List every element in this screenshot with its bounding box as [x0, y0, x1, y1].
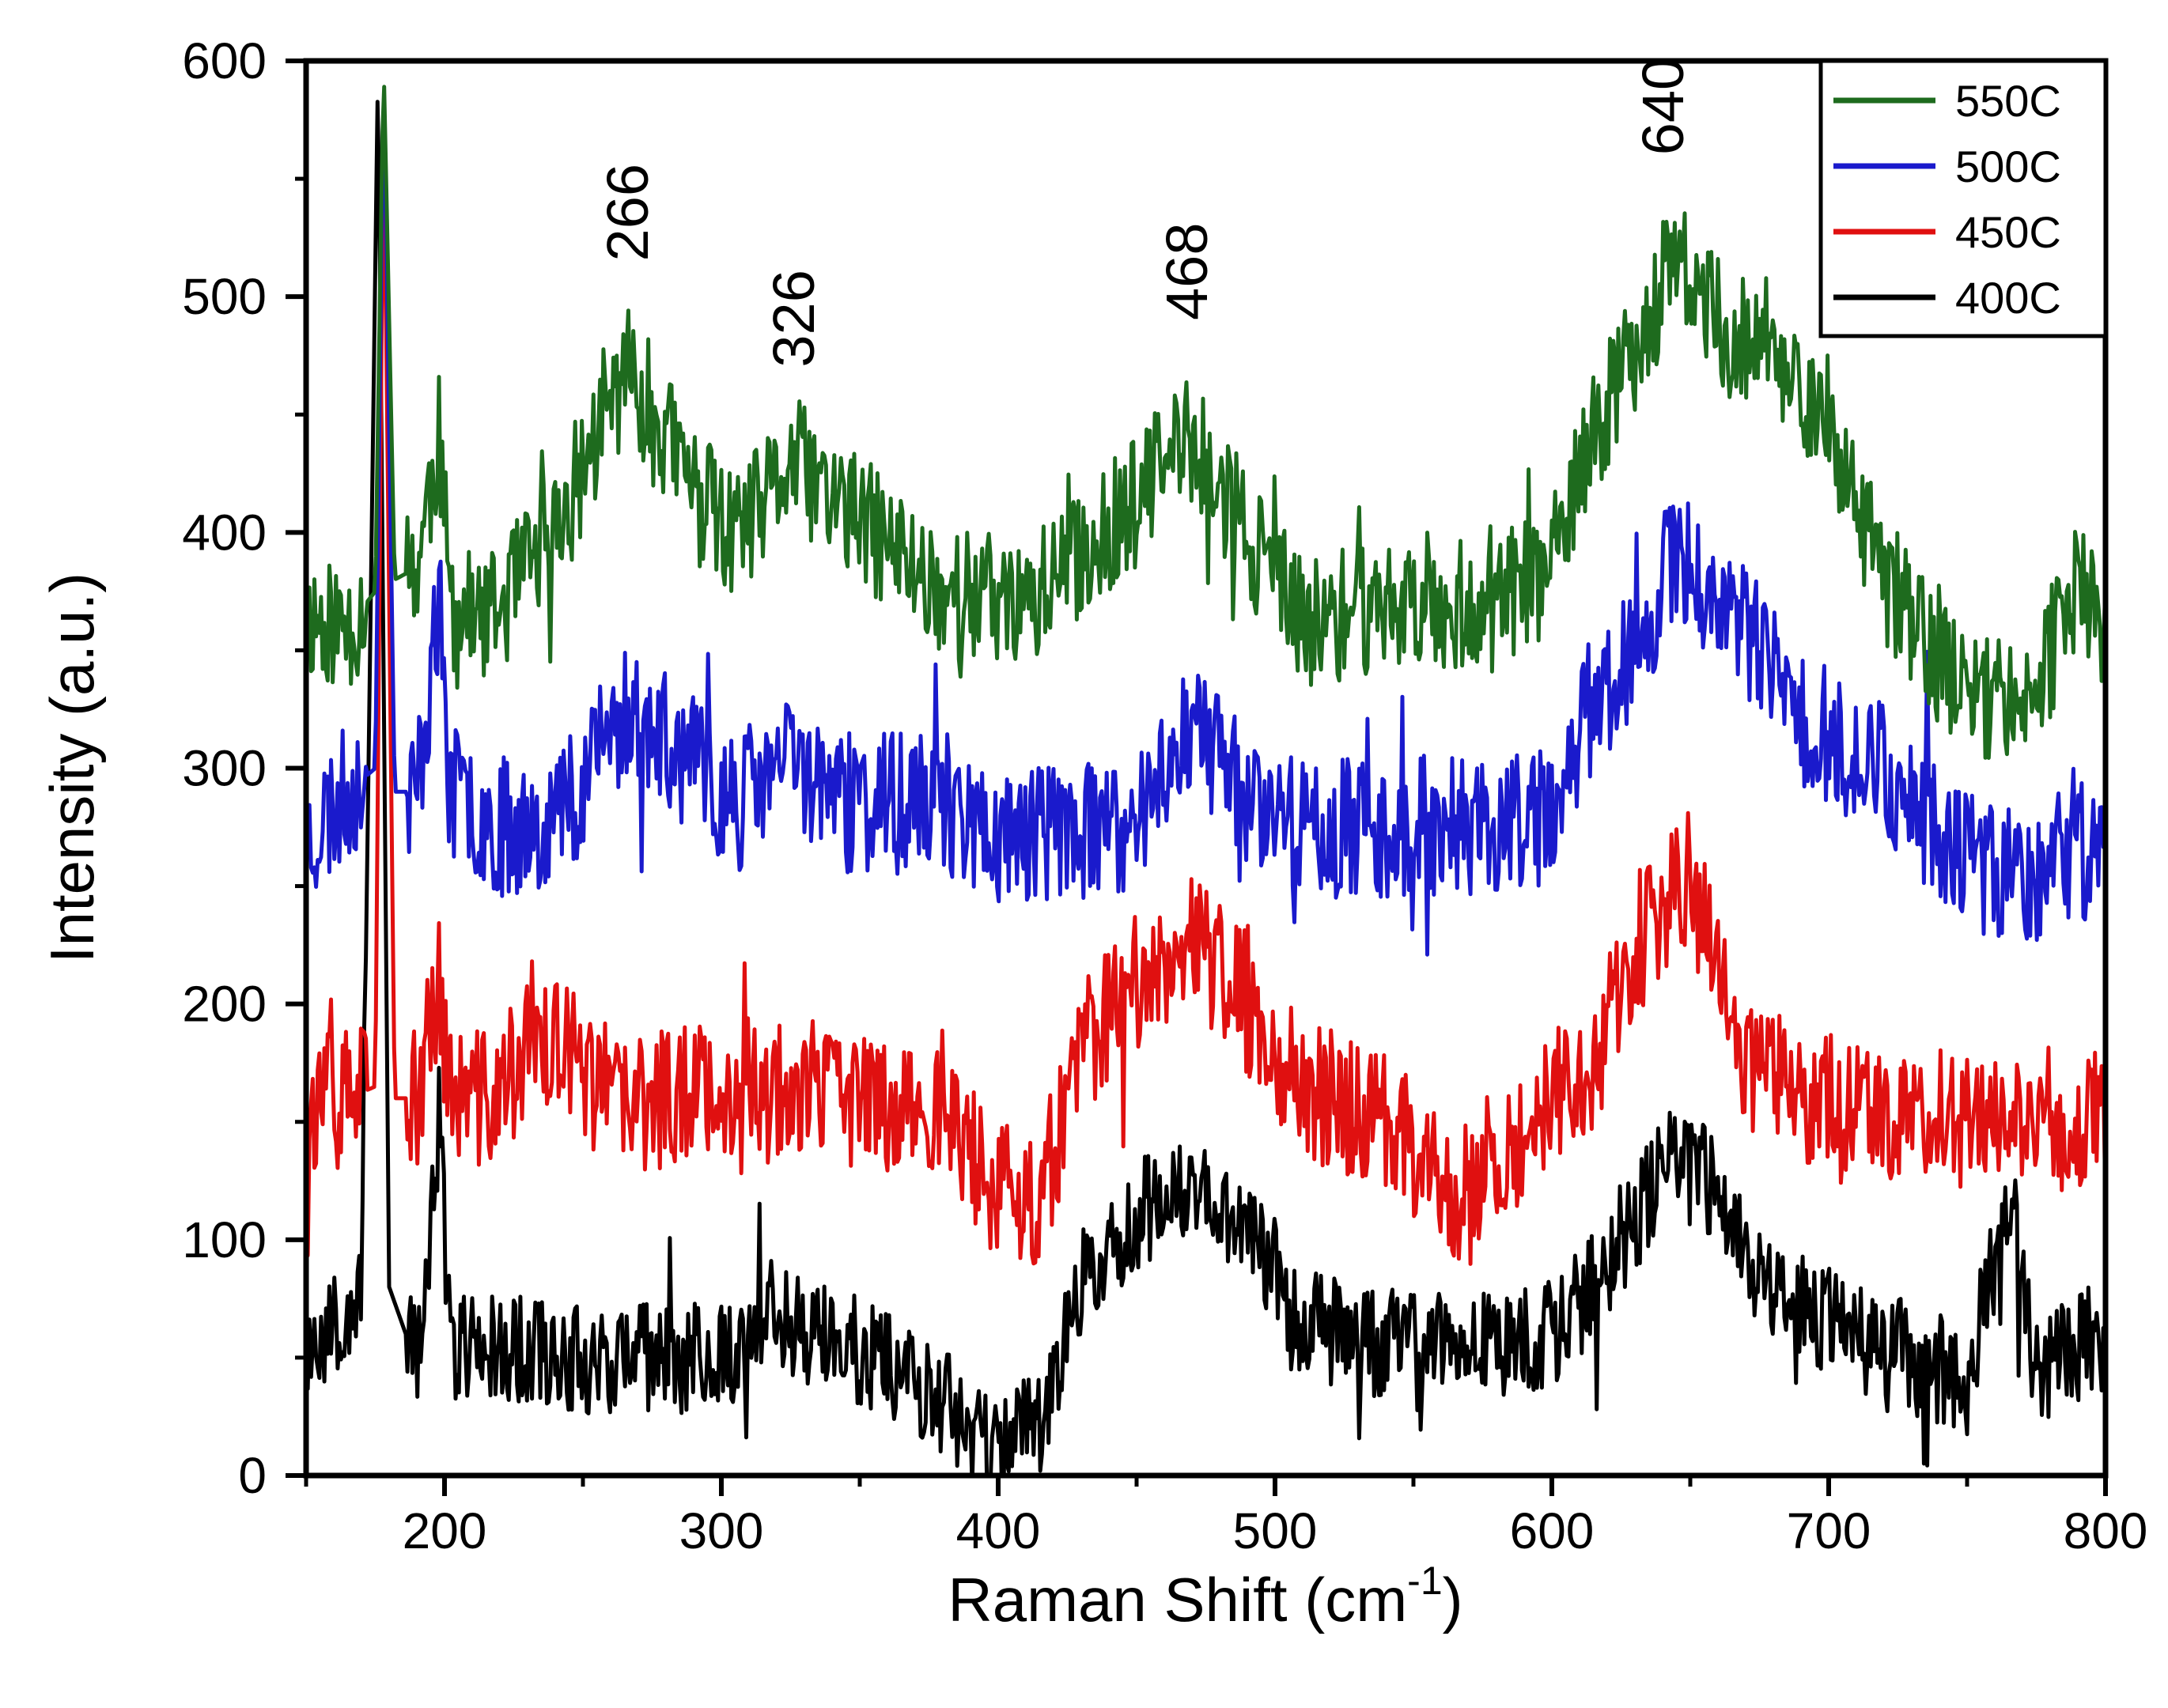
y-tick-label: 400 [182, 504, 267, 561]
y-tick-label: 200 [182, 976, 267, 1033]
x-tick-label: 600 [1510, 1502, 1595, 1559]
y-tick-label: 500 [182, 268, 267, 325]
x-tick-label: 800 [2064, 1502, 2148, 1559]
x-tick-label: 700 [1787, 1502, 1871, 1559]
x-axis-title-main: Raman Shift (cm [948, 1565, 1407, 1634]
x-axis-title-close: ) [1443, 1565, 1463, 1634]
x-tick-label: 400 [956, 1502, 1041, 1559]
legend-box [1818, 59, 2108, 338]
peak-label: 326 [761, 270, 827, 367]
x-tick-label: 200 [403, 1502, 487, 1559]
legend-label: 450C [1955, 207, 2061, 257]
y-tick-label: 300 [182, 740, 267, 797]
x-tick-label: 500 [1233, 1502, 1318, 1559]
legend-label: 500C [1955, 142, 2061, 191]
y-axis-title: Intensity (a.u.) [37, 572, 107, 963]
y-tick-label: 600 [182, 32, 267, 89]
legend-label: 550C [1955, 76, 2061, 126]
peak-label: 640 [1630, 58, 1696, 155]
series-line-450C [306, 144, 2106, 1266]
series-line-500C [306, 95, 2106, 957]
series-line-550C [306, 85, 2106, 760]
x-tick-label: 300 [679, 1502, 764, 1559]
peak-label: 468 [1154, 223, 1220, 320]
y-tick-label: 0 [238, 1447, 267, 1504]
peak-label: 266 [595, 164, 660, 261]
x-axis-title: Raman Shift (cm-1) [948, 1559, 1462, 1634]
y-tick-label: 100 [182, 1211, 267, 1268]
x-axis-title-superscript: -1 [1407, 1559, 1442, 1603]
series-line-400C [306, 100, 2106, 1476]
legend-label: 400C [1955, 273, 2061, 323]
